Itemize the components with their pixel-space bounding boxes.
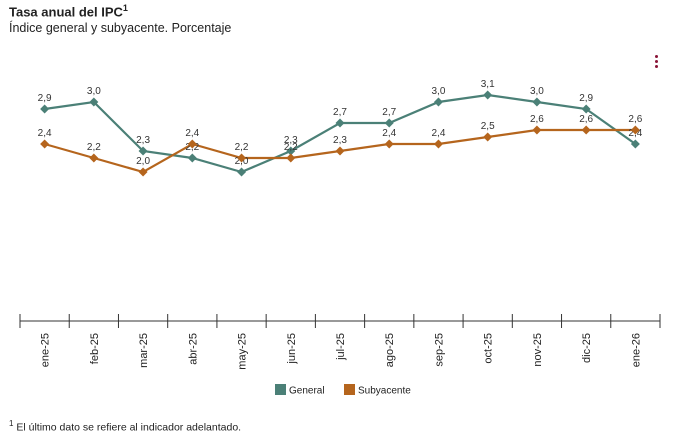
legend-label: General (289, 386, 325, 397)
data-point (630, 125, 640, 135)
data-point (237, 167, 247, 177)
x-tick-label: may-25 (237, 333, 249, 370)
x-tick-label: ene-25 (40, 333, 52, 367)
legend-label: Subyacente (358, 386, 411, 397)
data-point (237, 153, 247, 163)
x-tick-label: ene-26 (630, 333, 642, 367)
data-label: 2,3 (136, 135, 150, 146)
footnote-text: El último dato se refiere al indicador a… (16, 421, 242, 434)
data-point (187, 139, 197, 149)
x-tick-label: nov-25 (532, 333, 544, 367)
data-label: 3,0 (432, 86, 446, 97)
footnote: 1 El último dato se refiere al indicador… (9, 419, 241, 434)
data-label: 2,4 (38, 128, 52, 139)
data-label: 3,1 (481, 79, 495, 90)
data-point (532, 97, 542, 107)
footnote-mark: 1 (9, 419, 14, 428)
data-point (630, 139, 640, 149)
x-tick-label: jul-25 (335, 333, 347, 361)
chart-subtitle: Índice general y subyacente. Porcentaje (9, 21, 232, 35)
data-point (89, 97, 99, 107)
data-label: 2,9 (579, 93, 593, 104)
data-label: 2,3 (333, 135, 347, 146)
x-tick-label: mar-25 (138, 333, 150, 368)
data-label: 2,2 (235, 142, 249, 153)
data-point (433, 139, 443, 149)
data-point (384, 118, 394, 128)
more-vertical-icon[interactable] (652, 55, 660, 71)
x-tick-label: sep-25 (433, 333, 445, 367)
data-label: 3,0 (530, 86, 544, 97)
data-point (40, 139, 50, 149)
data-point (138, 167, 148, 177)
data-label: 2,4 (432, 128, 446, 139)
data-point (286, 146, 296, 156)
data-point (532, 125, 542, 135)
data-label: 3,0 (87, 86, 101, 97)
data-point (483, 90, 493, 100)
data-point (286, 153, 296, 163)
data-label: 2,2 (284, 142, 298, 153)
x-tick-label: abr-25 (187, 333, 199, 365)
data-label: 2,6 (530, 114, 544, 125)
x-tick-label: ago-25 (384, 333, 396, 367)
x-tick-label: feb-25 (89, 333, 101, 364)
title-footnote-mark: 1 (122, 3, 128, 13)
data-point (483, 132, 493, 142)
data-label: 2,7 (382, 107, 396, 118)
data-label: 2,5 (481, 121, 495, 132)
data-label: 2,4 (185, 128, 199, 139)
x-tick-label: jun-25 (286, 333, 298, 365)
data-label: 2,6 (628, 114, 642, 125)
data-label: 2,4 (382, 128, 396, 139)
legend-swatch (275, 384, 286, 395)
data-label: 2,7 (333, 107, 347, 118)
data-label: 2,0 (136, 156, 150, 167)
data-label: 2,9 (38, 93, 52, 104)
data-point (384, 139, 394, 149)
data-label: 2,3 (284, 135, 298, 146)
data-point (581, 104, 591, 114)
data-point (335, 118, 345, 128)
legend-swatch (344, 384, 355, 395)
data-point (581, 125, 591, 135)
x-tick-label: oct-25 (483, 333, 495, 364)
chart-title-text: Tasa anual del IPC (9, 4, 123, 20)
x-tick-label: dic-25 (581, 333, 593, 363)
data-point (138, 146, 148, 156)
data-point (40, 104, 50, 114)
data-point (335, 146, 345, 156)
data-label: 2,6 (579, 114, 593, 125)
data-point (89, 153, 99, 163)
data-point (187, 153, 197, 163)
data-point (433, 97, 443, 107)
data-label: 2,2 (87, 142, 101, 153)
chart-title: Tasa anual del IPC1 (9, 3, 128, 19)
